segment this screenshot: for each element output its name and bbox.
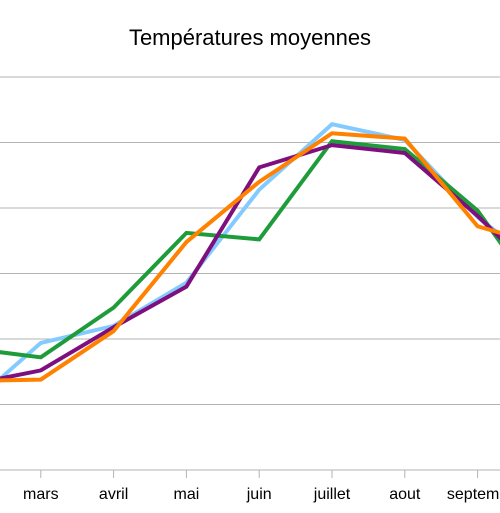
- series-line-3: [0, 143, 500, 381]
- x-tick-label: avril: [99, 486, 128, 503]
- x-tick-label: juin: [246, 486, 272, 503]
- chart-title: Températures moyennes: [129, 25, 371, 50]
- grid-lines: [0, 76, 500, 471]
- x-tick-label: aout: [389, 486, 421, 503]
- series-line-4: [0, 131, 500, 383]
- x-tick-label: mai: [174, 486, 200, 503]
- series-lines: [0, 122, 500, 383]
- x-axis-ticks: mars avril mai juin juillet aout septemb: [23, 470, 500, 503]
- x-tick-label: mars: [23, 486, 59, 503]
- x-tick-label: juillet: [313, 486, 351, 503]
- x-tick-label: septemb: [447, 486, 500, 503]
- series-line-2: [0, 139, 500, 360]
